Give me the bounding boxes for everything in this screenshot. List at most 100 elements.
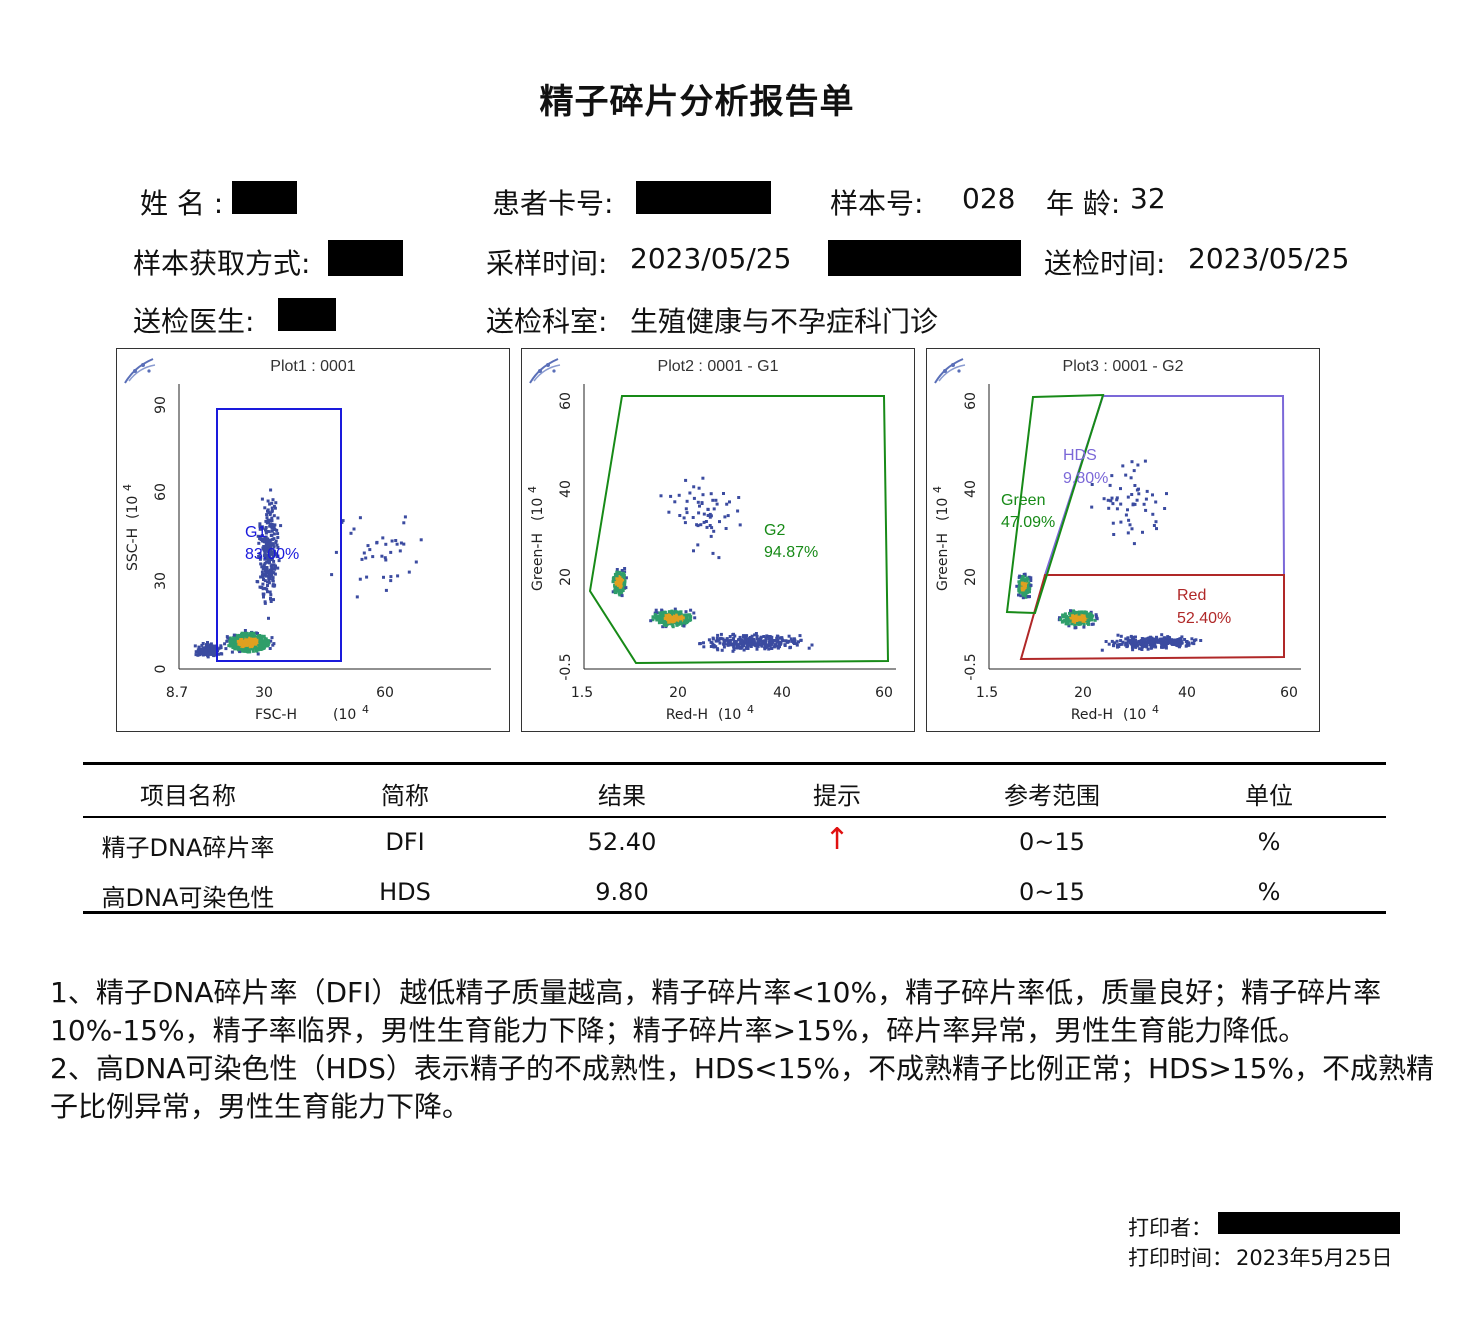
event-dot — [783, 643, 787, 647]
event-dot — [1015, 584, 1019, 588]
event-dot — [1019, 594, 1023, 598]
event-dot — [267, 580, 271, 583]
event-dot — [362, 551, 366, 555]
event-dot — [621, 582, 625, 586]
event-dot — [669, 494, 673, 498]
event-dot — [1140, 648, 1144, 651]
event-dot — [683, 613, 687, 617]
plot1-x-unit: (10 — [333, 707, 356, 723]
event-dot — [807, 646, 811, 650]
event-dot — [1119, 487, 1122, 491]
event-dot — [752, 639, 756, 643]
event-dot — [684, 616, 688, 620]
event-dot — [1112, 533, 1116, 536]
event-dot — [1022, 590, 1026, 594]
event-dot — [775, 640, 779, 644]
plot3-ytick: 20 — [963, 568, 979, 586]
event-dot — [204, 652, 208, 656]
plot3-ylabel: Green-H — [935, 533, 951, 591]
event-dot — [272, 532, 276, 536]
event-dot — [265, 513, 269, 517]
event-dot — [1023, 578, 1027, 582]
event-dot — [226, 636, 230, 640]
plot3-xtick: 60 — [1280, 685, 1298, 701]
event-dot — [1093, 618, 1097, 622]
event-dot — [1132, 542, 1136, 546]
event-dot — [1175, 643, 1179, 647]
note-dfi: 1、精子DNA碎片率（DFI）越低精子质量越高，精子碎片率<10%，精子碎片率低… — [50, 976, 1382, 1047]
event-dot — [272, 545, 276, 549]
event-dot — [352, 527, 356, 531]
event-dot — [678, 622, 682, 626]
event-dot — [262, 547, 266, 551]
event-dot — [764, 646, 768, 649]
event-dot — [193, 644, 197, 648]
event-dot — [620, 569, 624, 572]
event-dot — [270, 636, 274, 640]
method-label: 样本获取方式: — [133, 247, 311, 280]
event-dot — [402, 521, 406, 525]
card-label: 患者卡号: — [492, 187, 614, 220]
event-dot — [1020, 581, 1024, 585]
event-dot — [272, 551, 275, 555]
event-dot — [724, 527, 728, 530]
event-dot — [250, 643, 254, 647]
event-dot — [1077, 615, 1081, 619]
event-dot — [678, 514, 682, 517]
plot2-x-unit: (10 — [718, 707, 741, 723]
event-dot — [248, 637, 252, 641]
event-dot — [755, 634, 759, 638]
event-dot — [252, 634, 256, 638]
event-dot — [1075, 616, 1079, 620]
plot2-axes — [583, 384, 896, 670]
event-dot — [770, 647, 774, 650]
event-dot — [655, 618, 659, 622]
event-dot — [258, 551, 262, 555]
event-dot — [709, 640, 713, 644]
event-dot — [680, 618, 684, 622]
event-dot — [767, 637, 771, 641]
event-dot — [1120, 642, 1124, 646]
event-dot — [622, 583, 626, 587]
event-dot — [1134, 635, 1137, 639]
event-dot — [269, 551, 273, 555]
event-dot — [262, 563, 266, 567]
event-dot — [407, 570, 411, 574]
event-dot — [1154, 500, 1158, 504]
event-dot — [624, 586, 628, 590]
event-dot — [271, 643, 275, 647]
event-dot — [257, 541, 261, 545]
event-dot — [394, 539, 398, 542]
event-dot — [670, 612, 673, 616]
event-dot — [1021, 579, 1025, 583]
event-dot — [266, 558, 270, 562]
event-dot — [764, 639, 768, 643]
event-dot — [1087, 619, 1090, 623]
event-dot — [256, 636, 260, 640]
event-dot — [239, 643, 243, 647]
event-dot — [341, 519, 345, 523]
event-dot — [662, 623, 666, 627]
event-dot — [1156, 640, 1159, 644]
event-dot — [613, 590, 617, 594]
event-dot — [1142, 637, 1146, 641]
event-dot — [1143, 459, 1147, 463]
event-dot — [389, 579, 393, 583]
event-dot — [266, 590, 269, 594]
event-dot — [780, 636, 784, 640]
event-dot — [1080, 615, 1084, 619]
doctor-label: 送检医生: — [133, 305, 255, 338]
event-dot — [233, 647, 237, 651]
event-dot — [263, 644, 267, 648]
event-dot — [728, 641, 732, 645]
event-dot — [249, 639, 253, 643]
event-dot — [256, 580, 260, 584]
event-dot — [654, 614, 658, 618]
event-dot — [1021, 593, 1025, 597]
event-dot — [1065, 614, 1068, 618]
event-dot — [225, 635, 229, 639]
event-dot — [1159, 641, 1163, 645]
event-dot — [272, 554, 275, 558]
event-dot — [258, 524, 262, 528]
event-dot — [212, 644, 216, 648]
